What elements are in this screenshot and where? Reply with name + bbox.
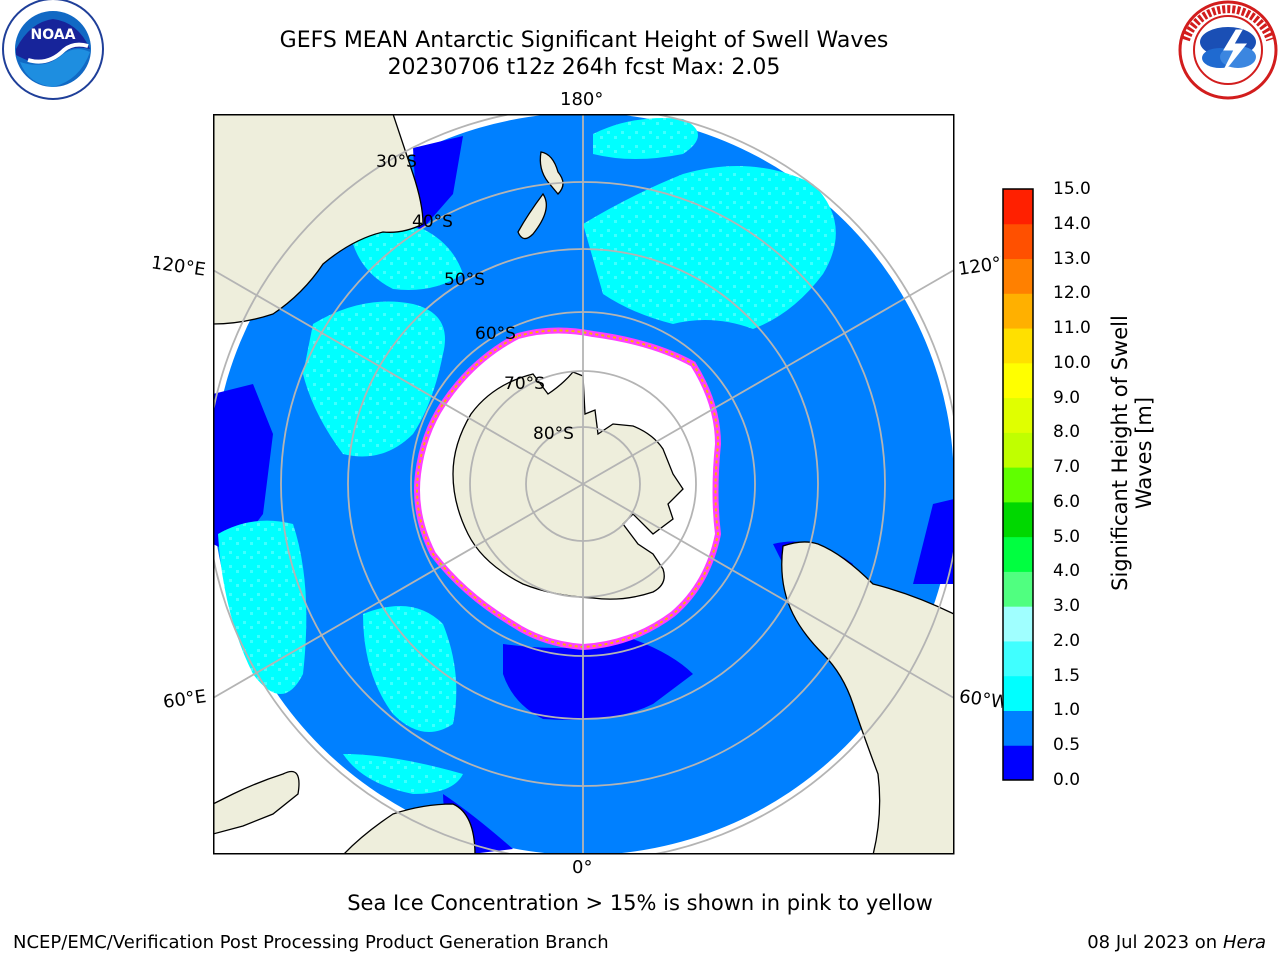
low-swell-patch — [213, 384, 273, 554]
colorbar-tick-label: 1.5 — [1053, 665, 1081, 686]
colorbar-tick-label: 10.0 — [1053, 352, 1091, 373]
colorbar-segment — [1003, 328, 1033, 364]
low-swell-patch — [503, 639, 693, 720]
colorbar-segment — [1003, 467, 1033, 503]
colorbar-tick-label: 0.0 — [1053, 770, 1081, 790]
colorbar-tick-label: 5.0 — [1053, 526, 1081, 547]
lat-label-60s: 60°S — [475, 324, 516, 344]
footer-date: 08 Jul 2023 on Hera — [1087, 932, 1266, 953]
lat-label-40s: 40°S — [412, 212, 453, 232]
lat-label-30s: 30°S — [376, 152, 417, 172]
colorbar-segment — [1003, 258, 1033, 294]
swell-region-cyan — [343, 754, 463, 794]
colorbar-segment — [1003, 223, 1033, 260]
colorbar-tick-label: 1.0 — [1053, 700, 1081, 721]
colorbar-label-line-2: Waves [m] — [1132, 396, 1156, 510]
lon-label-60w: 60°W — [957, 686, 1005, 713]
lon-label-120e: 120°E — [149, 252, 207, 281]
colorbar-frame — [1002, 188, 1034, 781]
polar-map — [213, 114, 955, 855]
lon-label-0: 0° — [572, 857, 593, 878]
colorbar-tick-label: 3.0 — [1053, 596, 1081, 617]
madagascar-landmass — [213, 770, 300, 835]
noaa-logo-icon: NOAA — [2, 0, 104, 100]
low-swell-patch — [913, 499, 954, 584]
swell-region-cyan — [353, 228, 463, 290]
colorbar-tick-label: 6.0 — [1053, 491, 1081, 512]
colorbar-tick-label: 2.0 — [1053, 630, 1081, 651]
colorbar-segment — [1003, 293, 1033, 329]
national-weather-service-logo-icon — [1178, 0, 1278, 100]
colorbar-segment — [1003, 397, 1033, 433]
swell-region-cyan — [303, 301, 445, 457]
colorbar-segment — [1003, 640, 1033, 677]
colorbar-tick-label: 8.0 — [1053, 422, 1081, 443]
colorbar-segment — [1003, 571, 1033, 607]
colorbar-tick-label: 4.0 — [1053, 561, 1081, 582]
lat-label-70s: 70°S — [504, 374, 545, 394]
longitude-gridlines — [213, 114, 954, 854]
antarctica-landmass — [452, 371, 684, 600]
africa-landmass — [343, 803, 476, 854]
colorbar-tick-label: 0.5 — [1053, 735, 1081, 756]
colorbar — [1002, 188, 1034, 781]
swell-region-cyan — [593, 118, 698, 159]
low-swell-patch — [413, 136, 463, 234]
colorbar-segment — [1003, 432, 1033, 468]
australia-landmass — [213, 114, 424, 325]
colorbar-tick-label: 13.0 — [1053, 248, 1091, 269]
colorbar-segment — [1003, 362, 1033, 399]
colorbar-tick-label: 15.0 — [1053, 179, 1091, 199]
new-zealand-landmass — [517, 151, 564, 240]
footer-credit: NCEP/EMC/Verification Post Processing Pr… — [13, 932, 609, 953]
sea-ice-note: Sea Ice Concentration > 15% is shown in … — [347, 891, 933, 915]
south-america-landmass — [781, 541, 954, 854]
lon-label-120w: 120°W — [956, 253, 1004, 280]
colorbar-tick-label: 14.0 — [1053, 213, 1091, 234]
swell-region-cyan — [583, 166, 836, 329]
meridian-120e — [213, 269, 584, 485]
meridian-60e — [213, 483, 584, 699]
title-line-1: GEFS MEAN Antarctic Significant Height o… — [279, 28, 889, 53]
colorbar-segment — [1003, 675, 1033, 711]
colorbar-axis-label: Significant Height of Swell Waves [m] — [1108, 283, 1156, 623]
colorbar-segment — [1003, 710, 1033, 746]
swell-region-cyan — [218, 520, 307, 694]
lon-label-60e: 60°E — [161, 686, 208, 713]
colorbar-segment — [1003, 536, 1033, 572]
noaa-logo-text: NOAA — [31, 27, 76, 43]
meridian-60w — [582, 483, 954, 699]
map-frame — [213, 114, 955, 855]
lat-label-80s: 80°S — [533, 424, 574, 444]
colorbar-label-line-1: Significant Height of Swell — [1108, 315, 1132, 591]
swell-region-cyan — [363, 606, 457, 732]
colorbar-segment — [1003, 745, 1033, 781]
lat-label-50s: 50°S — [444, 270, 485, 290]
footer-date-text: 08 Jul 2023 on — [1087, 932, 1223, 953]
meridian-120w — [582, 269, 954, 485]
footer-host: Hera — [1222, 932, 1266, 953]
title-line-2: 20230706 t12z 264h fcst Max: 2.05 — [387, 55, 781, 80]
colorbar-tick-label: 12.0 — [1053, 283, 1091, 304]
lon-label-180: 180° — [560, 89, 604, 110]
colorbar-tick-label: 7.0 — [1053, 457, 1081, 478]
colorbar-tick-label: 9.0 — [1053, 387, 1081, 408]
colorbar-segment — [1003, 189, 1033, 225]
colorbar-tick-label: 11.0 — [1053, 318, 1091, 339]
colorbar-segment — [1003, 606, 1033, 642]
colorbar-segment — [1003, 501, 1033, 538]
